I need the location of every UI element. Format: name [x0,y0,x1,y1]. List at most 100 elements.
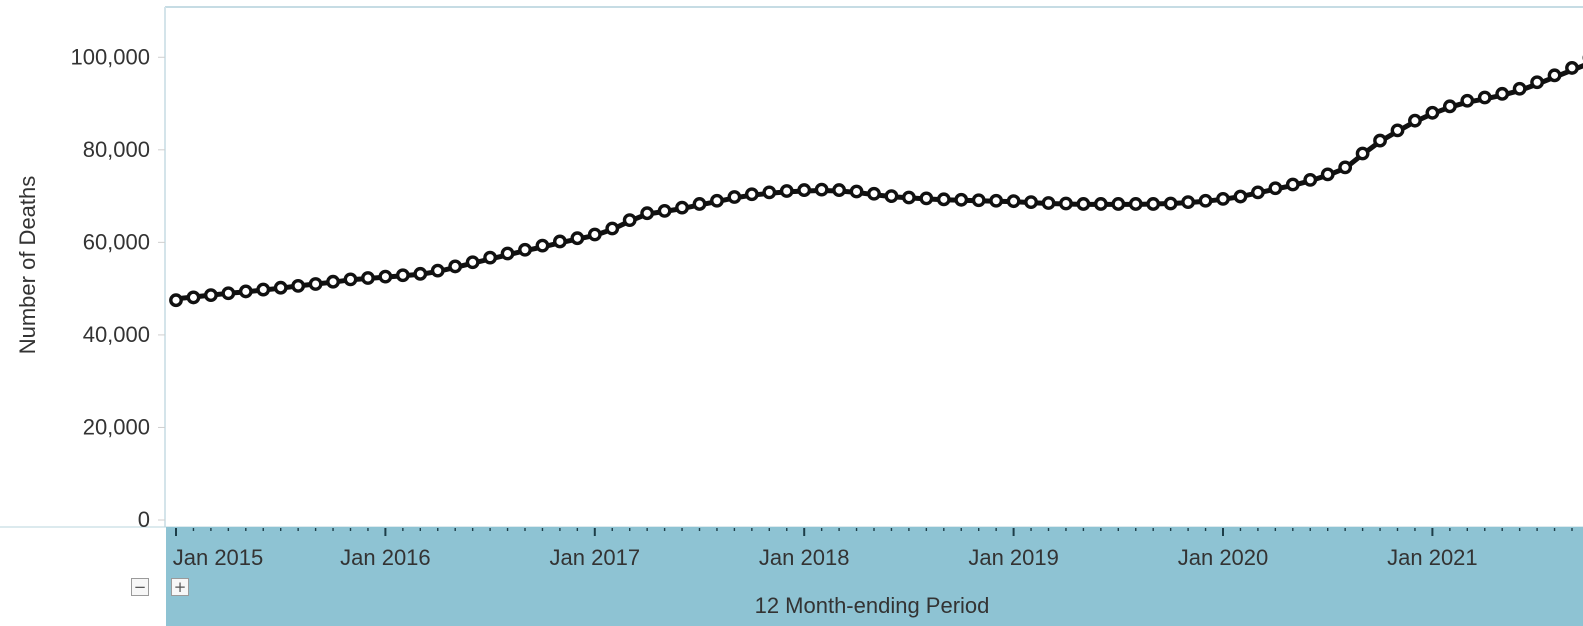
data-point [832,183,846,197]
data-point [535,238,550,253]
data-point [1181,195,1196,210]
data-point [448,259,463,274]
data-point [169,293,183,308]
data-point [378,269,393,284]
data-point [413,266,428,281]
data-point [762,185,777,200]
data-point [1390,123,1405,138]
data-point [1460,93,1475,108]
data-point [553,234,567,249]
x-tick-label: Jan 2021 [1387,545,1478,570]
data-point [1565,61,1579,75]
data-point [1477,90,1492,105]
data-point [186,290,201,305]
data-point [1198,193,1213,208]
expand-button[interactable]: + [171,578,189,596]
data-point [203,288,218,303]
data-point [395,268,410,283]
y-tick-label: 0 [138,507,150,532]
data-point [657,203,672,218]
data-point [343,272,358,287]
data-point [954,192,969,207]
data-point [500,246,515,261]
data-point [308,277,323,291]
data-point [1425,105,1440,120]
y-axis-ticks: 0 20,000 40,000 60,000 80,000 100,000 [70,44,165,532]
data-point [605,221,620,236]
data-point [675,200,689,215]
data-point [1093,197,1108,211]
x-tick-label: Jan 2018 [759,545,850,570]
x-axis-band [166,527,1583,626]
data-point [1495,86,1510,101]
series-line [173,63,1583,302]
data-point [1373,133,1387,148]
data-point [1041,196,1056,210]
collapse-button[interactable]: − [131,578,149,596]
data-point [273,280,288,295]
data-point [291,278,306,293]
data-point [884,189,899,203]
data-point [1303,172,1318,187]
y-tick-label: 40,000 [83,322,150,347]
y-axis-title: Number of Deaths [15,176,40,355]
data-point [221,286,236,301]
data-point [1076,197,1091,211]
data-point [867,186,881,201]
data-point [902,190,916,205]
y-tick-label: 60,000 [83,229,150,254]
data-point [1163,196,1178,211]
data-point [483,250,497,265]
x-tick-label: Jan 2016 [340,545,431,570]
plus-icon: + [173,578,187,596]
x-tick-label: Jan 2017 [550,545,641,570]
data-point [1530,75,1545,90]
data-point [1216,191,1230,206]
data-point [1006,194,1021,209]
data-point [1111,197,1126,211]
data-point [1128,197,1143,211]
data-point [797,183,812,197]
data-point [1320,167,1335,182]
data-point [1408,113,1422,128]
data-point [1024,195,1038,210]
data-point [622,213,637,228]
data-point [1547,68,1562,83]
data-point [430,263,445,278]
data-point [1146,197,1161,211]
chart-top-strip [165,0,1583,8]
y-tick-label: 80,000 [83,137,150,162]
data-point [1268,181,1283,196]
data-point [238,284,253,299]
data-point [814,182,829,197]
data-point [936,192,951,207]
data-point [465,255,480,270]
data-point [1233,189,1248,204]
data-point [744,187,759,202]
x-axis-ticks: Jan 2015 Jan 2016 Jan 2017 Jan 2018 Jan 2019… [173,528,1573,570]
data-point [1442,99,1457,114]
data-point [779,184,794,198]
data-point [640,206,655,221]
x-axis-title: 12 Month-ending Period [755,593,990,618]
plot-area [169,55,1583,308]
data-point [570,231,585,246]
data-point [971,193,986,208]
x-tick-label: Jan 2019 [968,545,1059,570]
data-point [710,193,724,208]
data-point [849,184,864,199]
data-point [587,227,602,242]
x-tick-label: Jan 2020 [1178,545,1269,570]
data-point [1512,81,1527,96]
x-tick-label: Jan 2015 [173,545,264,570]
y-tick-label: 20,000 [83,414,150,439]
minus-icon: − [133,578,147,596]
data-point [727,190,742,204]
data-point [326,274,340,289]
data-point [256,282,271,297]
data-point [361,271,375,285]
data-point [1355,146,1370,161]
data-point [1251,185,1265,200]
y-tick-label: 100,000 [70,44,150,69]
